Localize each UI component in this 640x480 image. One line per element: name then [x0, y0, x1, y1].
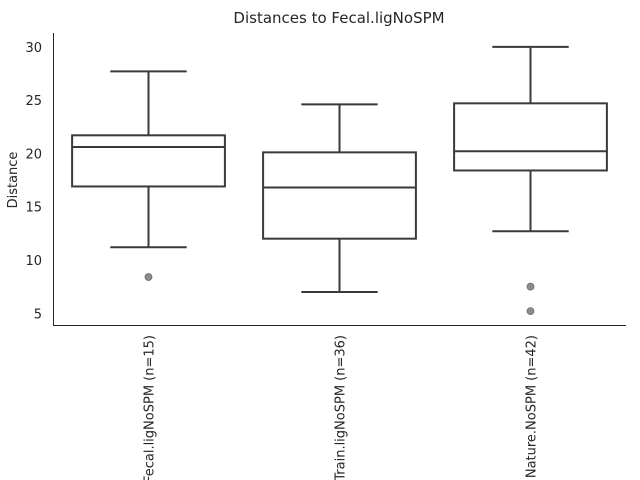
- outlier-point: [526, 282, 535, 291]
- plot-area: [71, 45, 608, 316]
- outlier-point: [144, 273, 153, 281]
- y-tick-label: 5: [34, 307, 42, 322]
- iqr-box: [71, 134, 226, 188]
- y-axis-label: Distance: [6, 152, 21, 209]
- y-tick-label: 25: [25, 94, 42, 109]
- box-group-2: [262, 103, 417, 293]
- y-tick-label: 30: [25, 41, 42, 56]
- box-group-1: [71, 70, 226, 281]
- box-group-3: [453, 45, 608, 316]
- chart-title: Distances to Fecal.ligNoSPM: [233, 9, 444, 27]
- x-tick-label: Train.ligNoSPM (n=36): [334, 335, 349, 480]
- y-tick-label: 20: [25, 147, 42, 162]
- iqr-box: [453, 102, 608, 172]
- x-tick-label: Nature.NoSPM (n=42): [525, 335, 540, 478]
- x-tick-label: Fecal.ligNoSPM (n=15): [143, 335, 158, 480]
- y-tick-label: 15: [25, 201, 42, 216]
- iqr-box: [262, 151, 417, 240]
- y-tick-label: 10: [25, 254, 42, 269]
- outlier-point: [526, 307, 535, 316]
